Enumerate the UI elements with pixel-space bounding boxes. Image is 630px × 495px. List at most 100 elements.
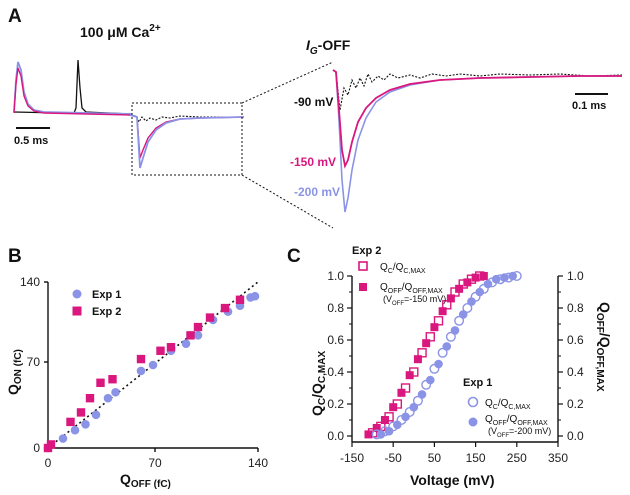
c-data-points [364,271,522,440]
b-point-exp2 [66,417,75,427]
c-legend-exp1-item2: QOFF/QOFF,MAX [485,414,548,427]
trace-inset-dark [332,69,623,111]
c-ylabel-left: QC/QC,MAX [309,351,328,416]
b-legend-exp2-label: Exp 2 [92,306,121,318]
c-ytick-label-left: 1.0 [327,269,344,283]
c-point-exp2-qoff [372,424,381,432]
panel-c: C -150 -50 50 150 250 350 0.0 0.0 0.2 0.2 0.4 0.4 0.… [287,245,613,488]
b-point-exp2 [85,394,95,403]
c-point-exp1-qoff [393,420,402,430]
c-point-exp1-qoff [475,287,485,297]
c-point-exp1-qoff [442,342,452,351]
b-xlabel: QOFF (fC) [120,471,171,490]
c-point-exp1-qc [454,315,465,326]
panel-b: B 0 70 140 0 70 140 QOFF (fC) QON (fC) E… [5,246,268,490]
c-point-exp2-qc [442,300,452,310]
c-point-exp2-qoff [438,307,447,316]
c-point-exp1-qoff [483,279,493,289]
condition-label: 100 μM Ca2+ [80,23,161,40]
c-ytick-label-right: 1.0 [567,269,584,283]
zoom-box [131,102,243,176]
b-point-exp2 [205,313,215,322]
c-legend-exp2-item1: QC/QC,MAX [380,262,426,275]
c-legend-exp2-open-square [358,261,368,271]
b-ylabel: QON (fC) [5,349,24,395]
c-legend-exp1-item1: QC/QC,MAX [485,398,531,411]
c-ytick-label-right: 0.6 [567,333,584,347]
c-legend-exp1-open-circle [467,396,479,408]
c-point-exp2-qc [425,332,435,342]
c-xtick-label: -150 [340,451,364,465]
b-point-exp2 [76,408,86,417]
b-ytick-label-140: 140 [20,275,40,289]
c-point-exp2-qoff [380,416,389,424]
trace-left-magenta [13,67,131,116]
panel-a-label: A [8,6,22,27]
c-point-exp1-qc [412,395,423,406]
b-legend-exp2-marker [72,306,82,316]
b-point-exp1 [70,425,80,435]
trace-mid-blue [129,114,245,169]
c-ytick-label-right: 0.8 [567,301,584,315]
b-point-exp2 [156,346,165,355]
c-point-exp1-qc [445,331,456,342]
trace-left-dark [13,59,131,115]
c-ticks: -150 -50 50 150 250 350 0.0 0.0 0.2 0.2 0.4 0.4 0.6 0… [327,269,584,465]
c-ytick-label-left: 0.0 [327,429,344,443]
b-ytick-label-0: 0 [33,441,40,455]
c-point-exp2-qoff [479,272,488,280]
trace-inset-magenta [332,69,622,169]
c-point-exp1-qoff [434,359,443,369]
zoom-line-top [241,61,334,104]
c-ylabel-right: QOFF/QOFF,MAX [594,302,613,392]
trace-inset-blue [332,69,622,213]
b-point-exp1 [103,393,113,403]
c-ytick-label-left: 0.4 [327,365,344,379]
trace-label-200: -200 mV [294,185,340,199]
c-xtick-label: 50 [428,451,442,465]
inset-title: IG-OFF [306,37,351,57]
panel-b-label: B [8,246,22,267]
scale-bar-right-label: 0.1 ms [572,100,606,112]
b-point-exp1 [148,360,158,370]
b-point-exp2 [136,354,146,364]
c-legend-exp1-title: Exp 1 [463,377,492,389]
c-xtick-label: -50 [385,451,403,465]
c-legend-exp2-item2-note: (VOFF=-150 mV) [383,294,446,307]
c-ytick-label-left: 0.2 [327,397,344,411]
c-legend-exp1-filled-circle [468,417,478,427]
c-point-exp1-qoff [458,310,468,319]
c-point-exp2-qoff [364,430,373,439]
b-point-exp1 [136,366,146,376]
c-legend-exp2-title: Exp 2 [352,245,381,257]
c-ytick-label-left: 0.6 [327,333,344,347]
c-point-exp2-qoff [463,278,472,287]
c-point-exp1-qoff [417,390,427,399]
c-point-exp2-qoff [413,355,422,364]
c-legend-exp2-item2: QOFF/QOFF,MAX [380,282,443,295]
c-point-exp2-qoff [389,403,398,412]
b-data-points [43,291,260,453]
b-point-exp1 [81,419,90,429]
c-ytick-label-right: 0.2 [567,397,584,411]
c-point-exp2-qoff [430,323,439,332]
b-point-exp2 [108,375,117,384]
c-point-exp1-qoff [376,430,386,439]
trace-mid-dark [129,114,244,124]
b-point-exp1 [193,331,203,340]
c-point-exp2-qoff [471,273,480,282]
c-point-exp2-qoff [397,388,406,397]
c-point-exp1-qoff [450,326,460,335]
c-point-exp1-qoff [409,402,419,412]
c-xtick-label: 350 [548,451,568,465]
c-point-exp2-qoff [455,284,464,293]
b-legend-exp1-label: Exp 1 [92,289,121,301]
c-point-exp2-qc [400,383,411,393]
b-point-exp2 [193,322,203,332]
c-point-exp2-qoff [446,294,455,303]
trace-label-150: -150 mV [290,155,336,169]
c-legend-exp2-filled-square [359,283,367,291]
trace-left-blue [13,61,132,115]
b-xtick-label-140: 140 [248,456,268,470]
panel-a: A 100 μM Ca2+ 0.5 ms IG-OFF -90 mV -150 … [8,6,623,229]
